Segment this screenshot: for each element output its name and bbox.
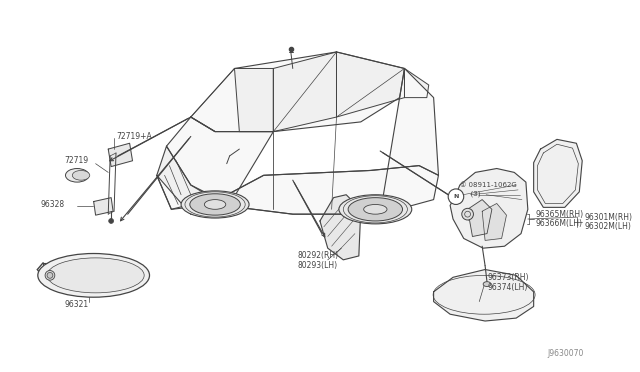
Ellipse shape [190,194,241,215]
Text: 80293(LH): 80293(LH) [298,261,338,270]
Polygon shape [450,169,528,248]
Polygon shape [404,68,429,97]
Text: 96301M(RH): 96301M(RH) [584,212,632,222]
Text: 96374(LH): 96374(LH) [487,282,527,292]
Ellipse shape [181,191,249,218]
Text: 96321: 96321 [65,300,89,309]
Text: 96328: 96328 [40,200,65,209]
Text: 96366M(LH): 96366M(LH) [536,219,582,228]
Polygon shape [468,200,492,237]
Ellipse shape [448,189,464,205]
Polygon shape [191,52,404,132]
Ellipse shape [72,170,90,180]
Ellipse shape [47,272,53,278]
Polygon shape [534,140,582,207]
Ellipse shape [204,200,226,209]
Text: 72719+A: 72719+A [116,132,152,141]
Ellipse shape [462,208,474,220]
Text: (3): (3) [466,190,480,197]
Ellipse shape [483,282,491,286]
Polygon shape [191,68,438,214]
Polygon shape [93,198,113,215]
Polygon shape [157,166,438,214]
Polygon shape [434,270,534,321]
Text: 96365M(RH): 96365M(RH) [536,210,584,219]
Text: 96373(RH): 96373(RH) [487,273,529,282]
Polygon shape [166,117,273,205]
Polygon shape [273,52,337,132]
Polygon shape [320,195,361,260]
Polygon shape [234,68,273,132]
Text: N: N [453,194,459,199]
Ellipse shape [348,198,403,221]
Ellipse shape [45,270,55,280]
Ellipse shape [65,169,89,182]
Text: 96302M(LH): 96302M(LH) [584,222,631,231]
Polygon shape [108,143,132,167]
Ellipse shape [339,195,412,224]
Polygon shape [157,146,215,209]
Text: J9630070: J9630070 [547,349,584,357]
Ellipse shape [364,205,387,214]
Polygon shape [337,52,404,117]
Text: 72719: 72719 [65,156,89,165]
Ellipse shape [47,258,144,293]
Ellipse shape [109,218,113,224]
Text: 80292(RH): 80292(RH) [298,251,339,260]
Polygon shape [482,203,506,240]
Ellipse shape [38,253,150,297]
Text: ① 08911-1062G: ① 08911-1062G [460,182,516,188]
